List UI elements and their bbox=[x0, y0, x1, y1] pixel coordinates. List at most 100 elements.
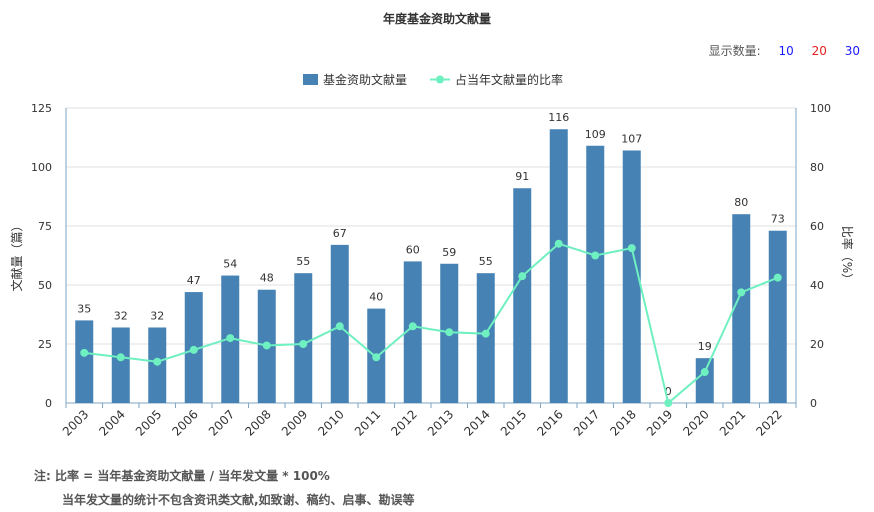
bar-value-label: 60 bbox=[406, 243, 420, 256]
legend-bar-label: 基金资助文献量 bbox=[323, 72, 407, 87]
ratio-point bbox=[554, 239, 563, 248]
bar-value-label: 59 bbox=[442, 246, 456, 259]
footnote-line-1: 注: 比率 = 当年基金资助文献量 / 当年发文量 * 100% bbox=[34, 469, 330, 483]
display-option-20[interactable]: 20 bbox=[811, 44, 827, 58]
bar bbox=[513, 188, 532, 403]
chart-title: 年度基金资助文献量 bbox=[382, 12, 491, 26]
bar bbox=[403, 261, 422, 403]
ratio-point bbox=[153, 357, 162, 366]
x-tick-label: 2018 bbox=[607, 407, 638, 438]
ratio-point bbox=[664, 399, 673, 407]
ratio-point bbox=[445, 328, 454, 337]
ratio-point bbox=[700, 368, 709, 377]
bar bbox=[476, 273, 495, 403]
x-tick-label: 2012 bbox=[388, 407, 419, 438]
y-tick-label: 25 bbox=[38, 338, 52, 351]
footnote-line-2: 当年发文量的统计不包含资讯类文献,如致谢、稿约、启事、勘误等 bbox=[62, 493, 415, 507]
bar-value-label: 73 bbox=[771, 213, 785, 226]
display-count-selector: 显示数量: 10 20 30 bbox=[709, 42, 860, 59]
x-tick-label: 2016 bbox=[534, 407, 565, 438]
x-tick-label: 2019 bbox=[644, 407, 675, 438]
y-axis-title: 文献量（篇） bbox=[9, 219, 24, 291]
bar-value-label: 47 bbox=[187, 274, 201, 287]
ratio-point bbox=[737, 288, 746, 297]
ratio-point bbox=[335, 322, 344, 331]
ratio-point bbox=[518, 272, 527, 281]
bar bbox=[768, 230, 787, 403]
y2-tick-label: 80 bbox=[810, 161, 824, 174]
y2-tick-label: 100 bbox=[810, 102, 831, 115]
footnote: 注: 比率 = 当年基金资助文献量 / 当年发文量 * 100% 当年发文量的统… bbox=[34, 464, 415, 512]
bar-value-label: 55 bbox=[479, 255, 493, 268]
bar bbox=[622, 150, 641, 403]
y-tick-label: 0 bbox=[45, 397, 52, 410]
bar bbox=[732, 214, 751, 403]
x-tick-label: 2013 bbox=[425, 407, 456, 438]
ratio-point bbox=[372, 353, 381, 362]
bar bbox=[586, 145, 605, 403]
bar bbox=[111, 327, 130, 403]
x-tick-label: 2011 bbox=[352, 407, 383, 438]
y2-tick-label: 40 bbox=[810, 279, 824, 292]
y2-tick-label: 20 bbox=[810, 338, 824, 351]
display-count-label: 显示数量: bbox=[708, 44, 761, 58]
bar-value-label: 67 bbox=[333, 227, 347, 240]
bar bbox=[75, 320, 94, 403]
y-tick-label: 100 bbox=[31, 161, 52, 174]
bar bbox=[549, 129, 568, 404]
ratio-point bbox=[299, 340, 308, 348]
legend-bar-swatch bbox=[303, 74, 318, 85]
bar bbox=[294, 273, 313, 403]
x-tick-label: 2015 bbox=[498, 407, 529, 438]
x-tick-label: 2021 bbox=[717, 407, 748, 438]
y2-axis-title: 比率（%） bbox=[840, 226, 855, 285]
bar bbox=[695, 358, 714, 403]
ratio-line bbox=[84, 242, 779, 405]
x-tick-label: 2003 bbox=[60, 407, 91, 438]
bar-value-label: 107 bbox=[621, 132, 642, 145]
y-tick-label: 125 bbox=[31, 102, 52, 115]
ratio-point bbox=[591, 251, 600, 260]
ratio-point bbox=[627, 244, 636, 253]
y-tick-label: 75 bbox=[38, 220, 52, 233]
x-tick-label: 2008 bbox=[242, 407, 273, 438]
chart-canvas: 基金资助文献量 占当年文献量的比率 0 25 50 75 100 125 0 20 40 60 80 10… bbox=[9, 72, 855, 439]
x-tick-label: 2020 bbox=[680, 407, 711, 438]
bar-value-label: 32 bbox=[114, 309, 128, 322]
ratio-point bbox=[408, 322, 417, 331]
bar-value-label: 48 bbox=[260, 272, 274, 285]
x-tick-label: 2014 bbox=[461, 407, 492, 438]
bar-value-label: 32 bbox=[150, 309, 164, 322]
bar-value-label: 91 bbox=[515, 170, 529, 183]
x-tick-label: 2010 bbox=[315, 407, 346, 438]
x-tick-label: 2017 bbox=[571, 407, 602, 438]
ratio-point bbox=[226, 334, 235, 343]
bar-value-label: 0 bbox=[665, 385, 672, 398]
bar-value-label: 116 bbox=[548, 111, 569, 124]
y2-tick-label: 60 bbox=[810, 220, 824, 233]
x-tick-label: 2006 bbox=[169, 407, 200, 438]
x-tick-label: 2004 bbox=[96, 407, 127, 438]
ratio-point bbox=[189, 345, 198, 354]
x-tick-label: 2007 bbox=[206, 407, 237, 438]
bar-value-label: 35 bbox=[77, 302, 91, 315]
x-tick-label: 2009 bbox=[279, 407, 310, 438]
bar-value-label: 80 bbox=[734, 196, 748, 209]
bar-value-label: 40 bbox=[369, 291, 383, 304]
bar-value-label: 109 bbox=[585, 128, 606, 141]
display-option-30[interactable]: 30 bbox=[844, 44, 860, 58]
y-tick-label: 50 bbox=[38, 279, 52, 292]
ratio-point bbox=[116, 353, 125, 362]
bar-value-label: 54 bbox=[223, 258, 237, 271]
display-option-10[interactable]: 10 bbox=[778, 44, 794, 58]
ratio-point bbox=[262, 341, 271, 350]
x-tick-label: 2022 bbox=[753, 407, 784, 438]
legend-line-marker bbox=[436, 75, 444, 84]
bar-value-label: 55 bbox=[296, 255, 310, 268]
x-tick-label: 2005 bbox=[133, 407, 164, 438]
bar-value-label: 19 bbox=[698, 340, 712, 353]
legend-line-label: 占当年文献量的比率 bbox=[455, 72, 563, 87]
ratio-point bbox=[80, 348, 89, 357]
ratio-point bbox=[773, 273, 782, 282]
ratio-point bbox=[481, 329, 490, 338]
